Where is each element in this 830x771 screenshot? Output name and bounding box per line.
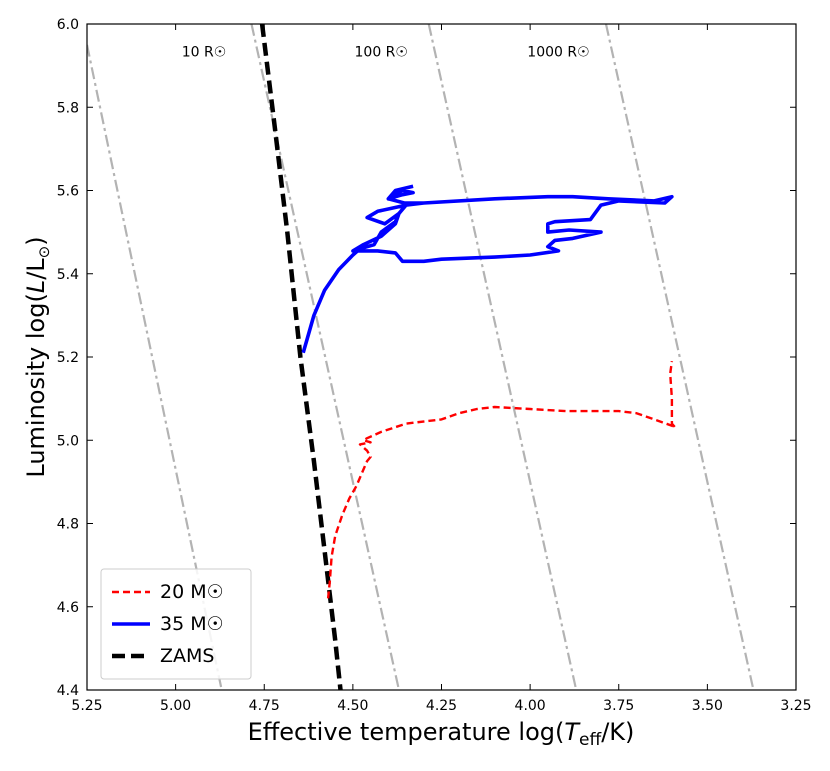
y-axis-title: Luminosity log(L/L⊙) [22, 236, 53, 477]
series-line-zams [259, 24, 343, 690]
radius-label-100-rmsun: 100 R☉ [355, 44, 408, 60]
radius-label-1000-rmsun: 1000 R☉ [527, 44, 589, 60]
radius-labels: 10 R☉ 100 R☉ 1000 R☉ [182, 44, 590, 60]
radius-lines [87, 24, 755, 690]
legend-label-20msun: 20 M☉ [160, 581, 224, 603]
x-tick-label: 4.00 [515, 698, 546, 714]
y-axis-ticks: 4.4 4.6 4.8 5.0 5.2 5.4 5.6 5.8 6.0 [57, 17, 796, 699]
y-tick-label: 4.8 [57, 517, 79, 533]
series-lines [259, 24, 677, 690]
series-line-20-mmsun [326, 361, 677, 599]
y-tick-label: 5.2 [57, 350, 79, 366]
y-tick-label: 6.0 [57, 17, 79, 33]
radius-line-100-rmsun [427, 24, 578, 690]
x-tick-label: 3.25 [780, 698, 811, 714]
x-axis-ticks: 5.25 5.00 4.75 4.50 4.25 4.00 3.75 3.50 3.25 [71, 24, 812, 714]
legend-label-zams: ZAMS [160, 645, 214, 667]
x-tick-label: 4.25 [426, 698, 457, 714]
x-tick-label: 5.25 [71, 698, 102, 714]
legend: 20 M☉ 35 M☉ ZAMS [100, 568, 252, 680]
radius-line-1000-rmsun [604, 24, 755, 690]
radius-line-10-rmsun [250, 24, 401, 690]
y-tick-label: 4.4 [57, 683, 79, 699]
radius-line-0 [87, 44, 223, 690]
radius-label-10-rmsun: 10 R☉ [182, 44, 227, 60]
series-line-35-mmsun [301, 184, 674, 354]
x-tick-label: 5.00 [160, 698, 191, 714]
x-tick-label: 4.75 [249, 698, 280, 714]
legend-box [100, 568, 252, 680]
y-tick-label: 5.0 [57, 433, 79, 449]
x-tick-label: 3.50 [692, 698, 723, 714]
x-tick-label: 4.50 [337, 698, 368, 714]
x-tick-label: 3.75 [603, 698, 634, 714]
x-axis-title: Effective temperature log(Teff/K) [248, 718, 635, 750]
y-tick-label: 5.6 [57, 184, 79, 200]
legend-label-35msun: 35 M☉ [160, 613, 224, 635]
y-tick-label: 5.8 [57, 100, 79, 116]
y-tick-label: 5.4 [57, 267, 79, 283]
y-tick-label: 4.6 [57, 600, 79, 616]
